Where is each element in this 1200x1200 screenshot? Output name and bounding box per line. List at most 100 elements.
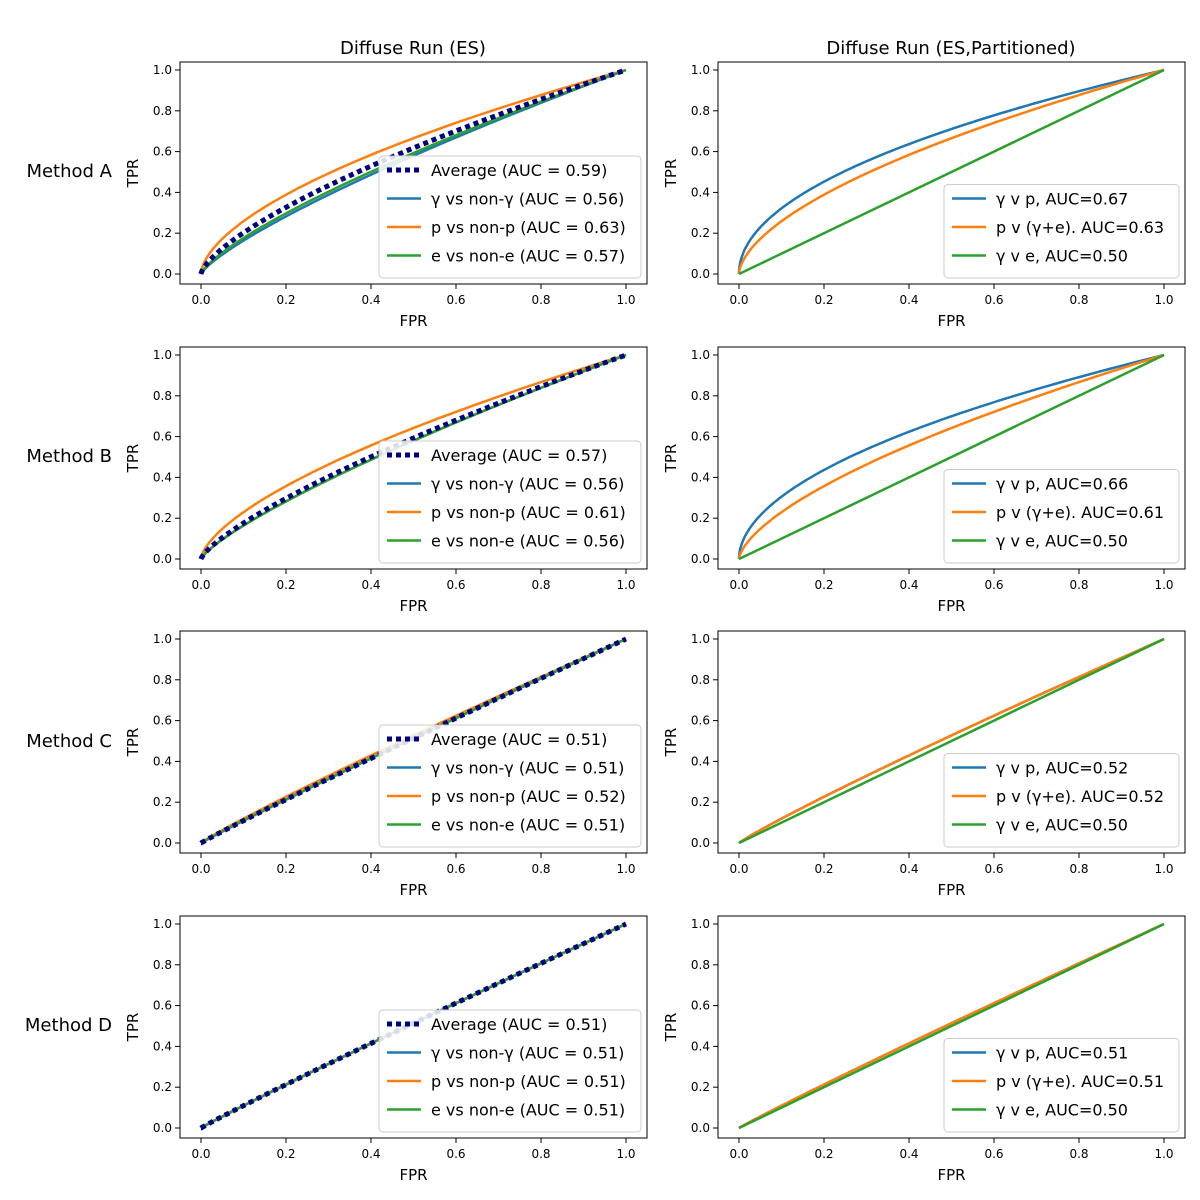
y-axis-label: TPR xyxy=(662,728,680,758)
legend-box xyxy=(378,1009,642,1133)
legend-entry-p: p v (γ+e). AUC=0.51 xyxy=(996,1072,1164,1091)
x-tick-label: 0.6 xyxy=(984,1147,1003,1161)
x-tick-label: 1.0 xyxy=(1154,293,1173,307)
x-tick-label: 0.8 xyxy=(1069,293,1088,307)
y-tick-label: 0.0 xyxy=(153,267,172,281)
roc-curve-e xyxy=(738,68,1165,276)
x-tick-label: 0.4 xyxy=(361,293,380,307)
x-axis-label: FPR xyxy=(937,881,965,899)
y-tick-label: 0.4 xyxy=(153,185,172,199)
y-tick-label: 1.0 xyxy=(691,632,710,646)
x-tick-label: 1.0 xyxy=(1154,578,1173,592)
panels-group: 0.0 0.2 0.4 0.6 0.8 1.0 0.0 0.2 0.4 0.6 0.8 1.0 FPR T… xyxy=(124,61,1186,1184)
legend-entry-gamma: γ vs non-γ (AUC = 0.56) xyxy=(431,475,624,494)
roc-panel: 0.0 0.2 0.4 0.6 0.8 1.0 0.0 0.2 0.4 0.6 0.8 1.0 FPR T… xyxy=(124,61,648,330)
x-axis-label: FPR xyxy=(399,1166,427,1184)
x-tick-label: 0.8 xyxy=(531,1147,550,1161)
x-tick-label: 0.2 xyxy=(814,862,833,876)
x-tick-label: 0.4 xyxy=(361,578,380,592)
x-tick-label: 0.4 xyxy=(899,862,918,876)
roc-panel: 0.0 0.2 0.4 0.6 0.8 1.0 0.0 0.2 0.4 0.6 0.8 1.0 FPR T… xyxy=(662,915,1186,1184)
x-axis-label: FPR xyxy=(399,312,427,330)
y-tick-label: 0.6 xyxy=(153,430,172,444)
y-tick-label: 0.6 xyxy=(691,999,710,1013)
roc-curve-p xyxy=(737,353,1165,560)
roc-curve-gamma xyxy=(737,353,1165,560)
x-tick-label: 1.0 xyxy=(616,578,635,592)
y-tick-label: 0.4 xyxy=(691,754,710,768)
x-tick-label: 0.4 xyxy=(899,1147,918,1161)
y-axis-label: TPR xyxy=(662,1013,680,1043)
x-tick-label: 0.4 xyxy=(361,1147,380,1161)
legend-entry-e: e vs non-e (AUC = 0.56) xyxy=(431,532,625,551)
y-tick-label: 0.4 xyxy=(153,754,172,768)
legend-entry-e: γ v e, AUC=0.50 xyxy=(996,816,1128,835)
legend-entry-e: γ v e, AUC=0.50 xyxy=(996,1101,1128,1120)
y-tick-label: 0.2 xyxy=(691,1080,710,1094)
x-tick-label: 0.6 xyxy=(446,578,465,592)
x-tick-label: 0.6 xyxy=(446,1147,465,1161)
y-tick-label: 0.8 xyxy=(691,673,710,687)
row-label-method-a: Method A xyxy=(26,161,112,182)
legend-entry-e: e vs non-e (AUC = 0.51) xyxy=(431,1101,625,1120)
y-tick-label: 0.4 xyxy=(153,1039,172,1053)
legend-entry-gamma: γ v p, AUC=0.67 xyxy=(996,190,1128,209)
x-tick-label: 0.0 xyxy=(191,293,210,307)
y-tick-label: 0.6 xyxy=(153,714,172,728)
roc-curve-p xyxy=(737,68,1165,275)
column-title-right: Diffuse Run (ES,Partitioned) xyxy=(826,38,1075,59)
x-tick-label: 0.8 xyxy=(1069,1147,1088,1161)
roc-curve-e xyxy=(738,922,1165,1130)
column-title-left: Diffuse Run (ES) xyxy=(340,38,486,59)
x-axis-label: FPR xyxy=(937,1166,965,1184)
legend-entry-average: Average (AUC = 0.51) xyxy=(431,730,607,749)
roc-panel: 0.0 0.2 0.4 0.6 0.8 1.0 0.0 0.2 0.4 0.6 0.8 1.0 FPR T… xyxy=(124,915,648,1184)
legend-entry-p: p v (γ+e). AUC=0.61 xyxy=(996,503,1164,522)
roc-curve-p xyxy=(199,353,627,560)
legend-entry-average: Average (AUC = 0.59) xyxy=(431,161,607,180)
legend-entry-average: Average (AUC = 0.51) xyxy=(431,1015,607,1034)
legend-entry-e: e vs non-e (AUC = 0.57) xyxy=(431,247,625,266)
x-axis-label: FPR xyxy=(399,881,427,899)
roc-panel: 0.0 0.2 0.4 0.6 0.8 1.0 0.0 0.2 0.4 0.6 0.8 1.0 FPR T… xyxy=(662,630,1186,899)
x-tick-label: 0.8 xyxy=(1069,862,1088,876)
legend-entry-p: p vs non-p (AUC = 0.52) xyxy=(431,787,626,806)
legend-box xyxy=(378,440,642,564)
y-tick-label: 1.0 xyxy=(153,917,172,931)
y-tick-label: 1.0 xyxy=(691,917,710,931)
row-label-method-c: Method C xyxy=(26,731,112,752)
x-tick-label: 0.0 xyxy=(729,293,748,307)
y-tick-label: 0.2 xyxy=(691,511,710,525)
roc-curve-e xyxy=(738,637,1165,845)
roc-curve-gamma xyxy=(737,68,1165,275)
x-tick-label: 1.0 xyxy=(616,293,635,307)
y-tick-label: 1.0 xyxy=(691,348,710,362)
x-tick-label: 0.6 xyxy=(446,862,465,876)
y-tick-label: 0.2 xyxy=(153,795,172,809)
y-tick-label: 0.2 xyxy=(691,226,710,240)
roc-curve-e xyxy=(738,353,1165,561)
x-tick-label: 0.4 xyxy=(899,293,918,307)
y-axis-label: TPR xyxy=(124,1013,142,1043)
y-tick-label: 0.4 xyxy=(691,470,710,484)
y-tick-label: 0.0 xyxy=(691,267,710,281)
legend-entry-gamma: γ v p, AUC=0.66 xyxy=(996,475,1128,494)
y-tick-label: 0.4 xyxy=(691,1039,710,1053)
y-tick-label: 1.0 xyxy=(153,63,172,77)
roc-panel: 0.0 0.2 0.4 0.6 0.8 1.0 0.0 0.2 0.4 0.6 0.8 1.0 FPR T… xyxy=(662,346,1186,615)
x-tick-label: 1.0 xyxy=(616,1147,635,1161)
x-tick-label: 0.8 xyxy=(1069,578,1088,592)
y-tick-label: 0.0 xyxy=(153,552,172,566)
legend-box xyxy=(943,1038,1180,1133)
x-tick-label: 0.6 xyxy=(446,293,465,307)
x-tick-label: 0.6 xyxy=(984,578,1003,592)
y-tick-label: 1.0 xyxy=(691,63,710,77)
x-tick-label: 0.6 xyxy=(984,862,1003,876)
legend-entry-gamma: γ v p, AUC=0.52 xyxy=(996,759,1128,778)
x-tick-label: 0.0 xyxy=(191,1147,210,1161)
x-tick-label: 0.2 xyxy=(276,862,295,876)
roc-panel: 0.0 0.2 0.4 0.6 0.8 1.0 0.0 0.2 0.4 0.6 0.8 1.0 FPR T… xyxy=(124,346,648,615)
y-tick-label: 0.6 xyxy=(691,430,710,444)
legend-entry-p: p v (γ+e). AUC=0.63 xyxy=(996,218,1164,237)
x-tick-label: 0.2 xyxy=(814,578,833,592)
